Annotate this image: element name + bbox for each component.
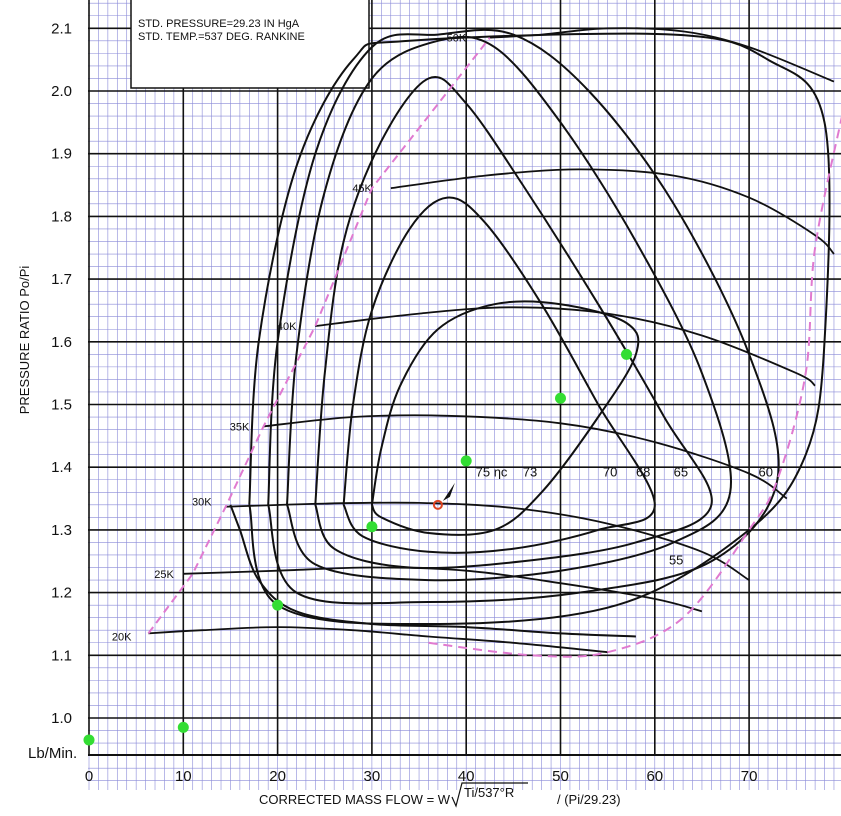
x-axis-label-formula: Ti/537°R: [464, 785, 514, 800]
major-grid: [88, 0, 841, 756]
speed-lines: 20K 25K 30K 35K 40K 45K 50K: [112, 27, 835, 654]
operating-point: [366, 521, 378, 533]
speed-label: 20K: [112, 631, 132, 643]
speed-line: [183, 566, 703, 613]
efficiency-island: [370, 300, 640, 536]
y-tick-label: 1.8: [51, 208, 72, 225]
surge-line: [147, 37, 491, 634]
operating-point: [177, 721, 189, 733]
info-box-line-2: STD. TEMP.=537 DEG. RANKINE: [138, 31, 305, 43]
efficiency-label: 75 ηc: [476, 465, 508, 480]
surge-line-path: [147, 37, 491, 634]
efficiency-island: [314, 76, 713, 570]
operating-point: [460, 455, 472, 467]
x-axis-label: CORRECTED MASS FLOW = W Ti/537°R / (Pi/2…: [259, 782, 621, 808]
speed-line: [225, 501, 750, 581]
speed-label: 45K: [352, 183, 372, 195]
speed-line: [263, 414, 788, 500]
y-tick-label: 1.2: [51, 585, 72, 602]
efficiency-island: [267, 28, 780, 605]
y-tick-label: 1.5: [51, 397, 72, 414]
operating-points: [83, 348, 633, 746]
choke-line-path: [428, 116, 841, 658]
x-tick-label: 30: [364, 768, 381, 785]
efficiency-island: [342, 196, 656, 554]
y-tick-label: 1.4: [51, 459, 72, 476]
speed-line: [315, 306, 816, 387]
speed-line: [489, 27, 835, 83]
speed-label: 30K: [192, 497, 212, 509]
x-unit-label: Lb/Min.: [28, 745, 77, 762]
efficiency-label: 55: [669, 552, 683, 567]
x-tick-label: 20: [269, 768, 286, 785]
y-tick-label: 1.6: [51, 334, 72, 351]
speed-label: 40K: [277, 321, 297, 333]
y-tick-label: 2.0: [51, 83, 72, 100]
x-axis-label-main: CORRECTED MASS FLOW = W: [259, 792, 451, 807]
y-tick-label: 1.3: [51, 522, 72, 539]
operating-point: [621, 348, 633, 360]
efficiency-label: 70: [603, 465, 617, 480]
y-tick-label: 1.9: [51, 146, 72, 163]
efficiency-island: [229, 504, 636, 638]
x-tick-label: 10: [175, 768, 192, 785]
operating-point: [272, 599, 284, 611]
x-tick-label: 70: [741, 768, 758, 785]
info-box-line-1: STD. PRESSURE=29.23 IN HgA: [138, 18, 300, 30]
efficiency-label: 73: [523, 465, 537, 480]
efficiency-label: 68: [636, 465, 650, 480]
efficiency-islands: 75 ηc 73 70 68 65 60 55: [229, 28, 831, 638]
speed-label: 35K: [230, 421, 250, 433]
choke-line: [428, 116, 841, 658]
x-tick-label: 0: [85, 768, 93, 785]
x-axis-label-suffix: / (Pi/29.23): [557, 792, 621, 807]
efficiency-label: 65: [674, 465, 688, 480]
efficiency-label: 60: [759, 465, 773, 480]
info-box: STD. PRESSURE=29.23 IN HgA STD. TEMP.=53…: [130, 0, 370, 89]
y-tick-label: 1.1: [51, 647, 72, 664]
y-tick-label: 1.7: [51, 271, 72, 288]
y-tick-label: 2.1: [51, 20, 72, 37]
x-tick-label: 60: [646, 768, 663, 785]
operating-point: [555, 392, 566, 404]
y-tick-labels: 1.0 1.1 1.2 1.3 1.4 1.5 1.6 1.7 1.8 1.9 2.0 2.1: [51, 20, 72, 727]
speed-line: [148, 626, 608, 654]
x-tick-label: 50: [552, 768, 569, 785]
operating-point: [83, 734, 95, 746]
y-tick-label: 1.0: [51, 710, 72, 727]
speed-label: 25K: [154, 569, 174, 581]
marker-arrow: [442, 482, 455, 501]
x-tick-label: 40: [458, 768, 475, 785]
speed-label: 50K: [447, 33, 467, 45]
x-tick-labels: 0 10 20 30 40 50 60 70: [85, 768, 758, 785]
efficiency-island: [286, 35, 732, 582]
marked-point: [432, 499, 443, 510]
efficiency-island: [248, 32, 831, 626]
speed-line: [390, 168, 835, 255]
y-axis-label: PRESSURE RATIO Po/Pi: [17, 266, 32, 415]
